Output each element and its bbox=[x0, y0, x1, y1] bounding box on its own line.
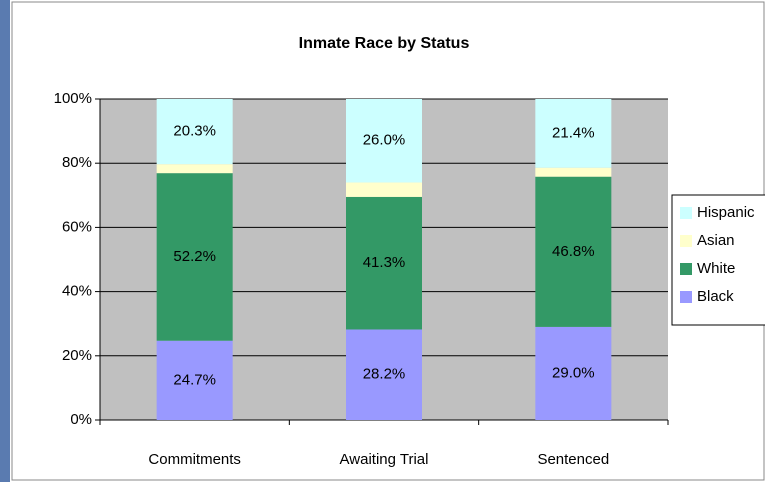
bar-segment bbox=[535, 167, 612, 177]
bar-segment bbox=[346, 182, 422, 197]
legend-label: Black bbox=[697, 288, 734, 305]
y-tick-label: 40% bbox=[62, 283, 92, 300]
bar-segment bbox=[156, 173, 233, 341]
legend-swatch bbox=[680, 291, 692, 303]
bar-segment bbox=[156, 340, 233, 420]
bar-segment bbox=[346, 329, 422, 420]
y-tick-label: 100% bbox=[54, 90, 92, 107]
y-tick-label: 80% bbox=[62, 154, 92, 171]
legend-swatch bbox=[680, 263, 692, 275]
data-label: 24.7% bbox=[173, 371, 216, 388]
data-label: 28.2% bbox=[363, 366, 406, 383]
legend-label: Asian bbox=[697, 232, 735, 249]
y-tick-label: 0% bbox=[70, 411, 92, 428]
legend bbox=[671, 194, 765, 326]
bar-segment bbox=[535, 326, 612, 420]
data-label: 29.0% bbox=[552, 364, 595, 381]
data-label: 52.2% bbox=[173, 248, 216, 265]
bar-segment bbox=[346, 99, 422, 183]
bar-segment bbox=[156, 164, 233, 174]
bar-segment bbox=[346, 196, 422, 330]
bar-segment bbox=[535, 99, 612, 168]
chart-title: Inmate Race by Status bbox=[299, 35, 470, 52]
legend-swatch bbox=[680, 235, 692, 247]
legend-swatch bbox=[680, 207, 692, 219]
data-label: 21.4% bbox=[552, 124, 595, 141]
window-edge bbox=[0, 0, 10, 482]
data-label: 46.8% bbox=[552, 243, 595, 260]
data-label: 20.3% bbox=[173, 123, 216, 140]
y-tick-label: 20% bbox=[62, 347, 92, 364]
legend-label: Hispanic bbox=[697, 204, 755, 221]
data-label: 41.3% bbox=[363, 254, 406, 271]
legend-label: White bbox=[697, 260, 735, 277]
x-tick-label: Commitments bbox=[148, 451, 241, 468]
x-tick-label: Awaiting Trial bbox=[340, 451, 429, 468]
x-tick-label: Sentenced bbox=[537, 451, 609, 468]
data-label: 26.0% bbox=[363, 132, 406, 149]
bar-segment bbox=[156, 99, 233, 165]
bar-segment bbox=[535, 176, 612, 327]
y-tick-label: 60% bbox=[62, 218, 92, 235]
